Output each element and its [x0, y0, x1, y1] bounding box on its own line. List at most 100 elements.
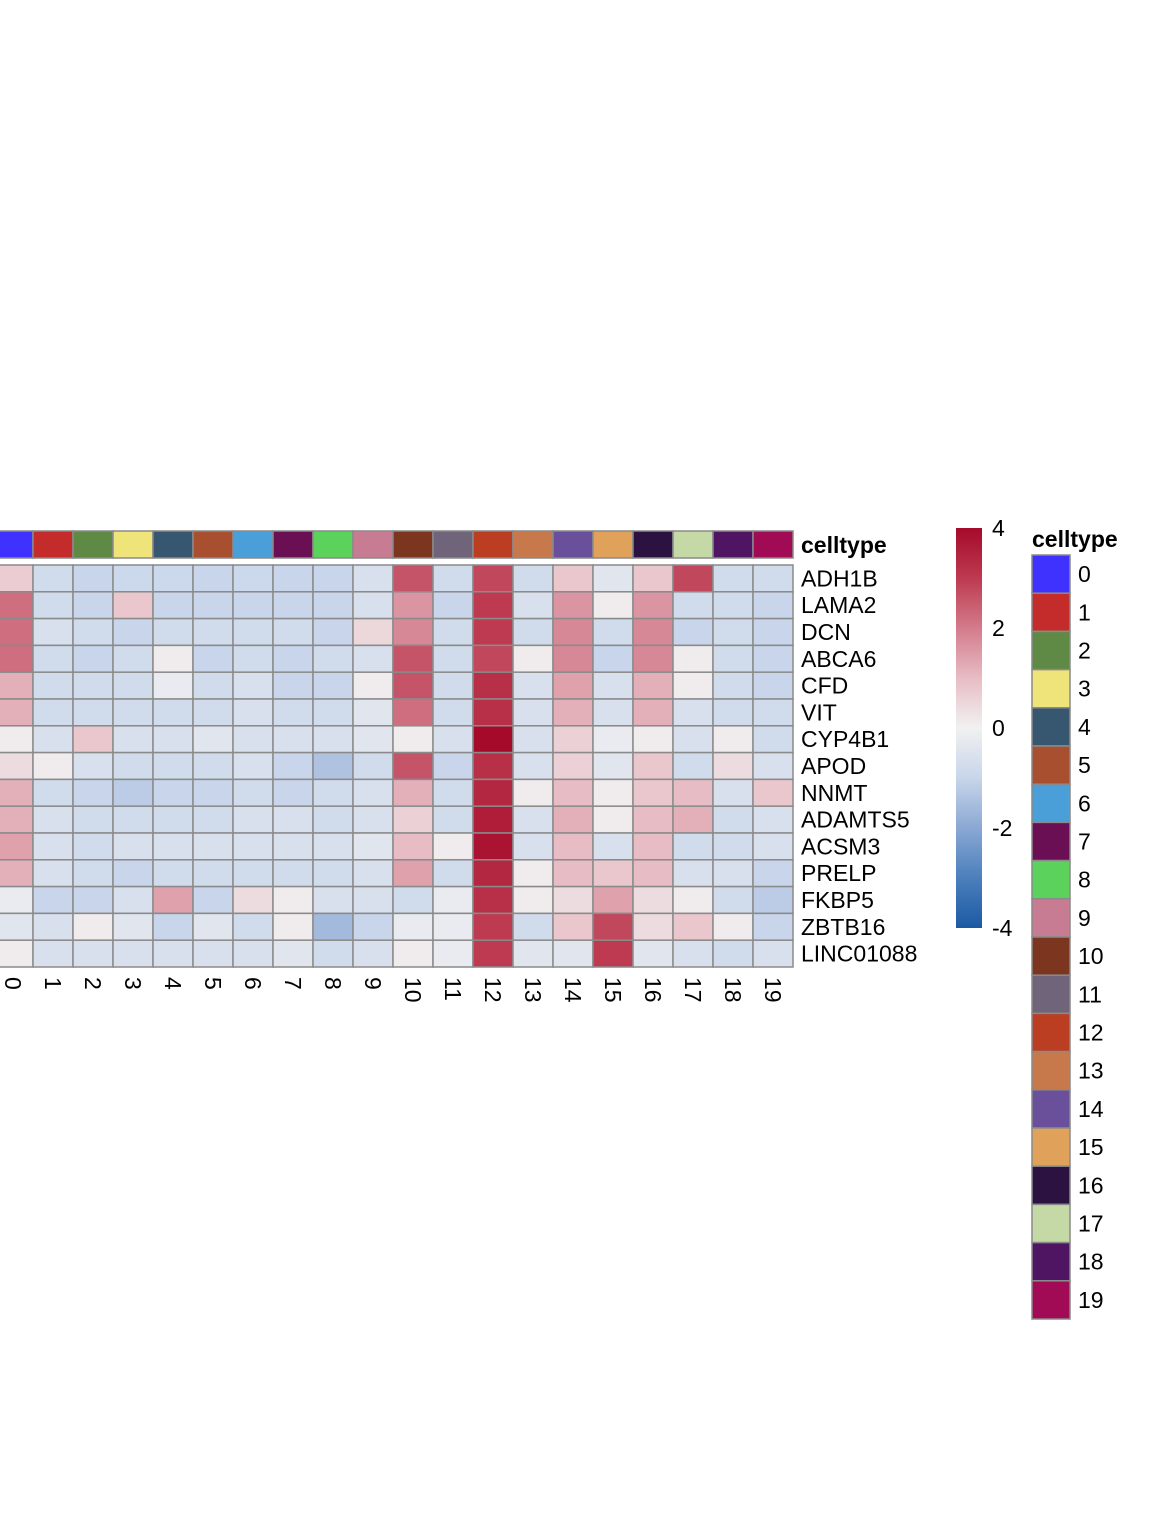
heatmap-cell [192, 671, 234, 700]
heatmap-cell [512, 671, 554, 700]
heatmap-cell [152, 751, 194, 781]
annotation-cell [672, 530, 714, 559]
heatmap-cell [432, 591, 474, 620]
annotation-cell [392, 530, 434, 559]
row-label: APOD [801, 753, 866, 779]
heatmap-cell [232, 912, 274, 941]
heatmap-cell [512, 644, 554, 673]
legend-label: 5 [1078, 752, 1091, 778]
annotation-cell [232, 530, 274, 559]
heatmap-cell [232, 698, 274, 727]
heatmap-cell [352, 751, 394, 781]
heatmap-cell [312, 885, 354, 915]
colorbar-tick-label: -2 [992, 815, 1012, 841]
heatmap-cell [0, 885, 34, 915]
heatmap-cell [512, 617, 554, 647]
heatmap-cell [512, 885, 554, 915]
annotation-cell [512, 530, 554, 559]
heatmap-cell [272, 564, 314, 593]
heatmap-cell [432, 939, 474, 968]
heatmap-cell [712, 698, 754, 727]
heatmap-cell [472, 778, 514, 807]
heatmap-cell [592, 671, 634, 700]
heatmap-cell [152, 805, 194, 834]
heatmap-cell [152, 885, 194, 915]
column-label: 11 [440, 977, 466, 1001]
heatmap-cell [592, 778, 634, 807]
heatmap-cell [712, 805, 754, 834]
heatmap-cell [192, 805, 234, 834]
row-label: PRELP [801, 860, 876, 886]
legend-label: 10 [1078, 943, 1104, 969]
heatmap-cell [192, 859, 234, 888]
legend-swatch [1031, 1203, 1071, 1244]
annotation-cell [432, 530, 474, 559]
heatmap-cell [432, 698, 474, 727]
column-label: 12 [480, 977, 506, 1003]
row-label: VIT [801, 699, 837, 725]
heatmap-cell [392, 591, 434, 620]
heatmap-cell [72, 751, 114, 781]
heatmap-cell [152, 698, 194, 727]
heatmap-cell [432, 859, 474, 888]
heatmap-cell [352, 617, 394, 647]
heatmap-cell [112, 805, 154, 834]
row-label: NNMT [801, 780, 867, 806]
heatmap-cell [72, 671, 114, 700]
legend-swatch [1031, 1012, 1071, 1053]
heatmap-cell [552, 805, 594, 834]
heatmap-cell [632, 644, 674, 673]
heatmap-cell [0, 939, 34, 968]
heatmap-cell [232, 885, 274, 915]
heatmap-cell [712, 751, 754, 781]
heatmap-cell [112, 885, 154, 915]
heatmap-cell [712, 564, 754, 593]
heatmap-cell [0, 805, 34, 834]
row-label: FKBP5 [801, 887, 874, 913]
heatmap-cell [192, 698, 234, 727]
heatmap-cell [352, 805, 394, 834]
heatmap-cell [712, 671, 754, 700]
heatmap-cell [112, 617, 154, 647]
annotation-cell [272, 530, 314, 559]
heatmap-cell [632, 912, 674, 941]
row-label: LAMA2 [801, 592, 876, 618]
heatmap-cell [752, 725, 794, 754]
heatmap-cell [552, 698, 594, 727]
heatmap-cell [0, 564, 34, 593]
heatmap-cell [632, 885, 674, 915]
heatmap-cell [552, 671, 594, 700]
heatmap-cell [72, 859, 114, 888]
heatmap-cell [432, 725, 474, 754]
heatmap-cell [192, 591, 234, 620]
heatmap-cell [752, 751, 794, 781]
heatmap-cell [352, 591, 394, 620]
heatmap-cell [272, 751, 314, 781]
annotation-cell [592, 530, 634, 559]
heatmap-cell [272, 778, 314, 807]
column-label: 19 [760, 977, 786, 1003]
heatmap-cell [392, 912, 434, 941]
legend-swatch [1031, 707, 1071, 747]
legend-label: 1 [1078, 599, 1091, 625]
row-label: ZBTB16 [801, 914, 885, 940]
heatmap-cell [752, 617, 794, 647]
heatmap-cell [352, 725, 394, 754]
heatmap-cell [392, 778, 434, 807]
heatmap-cell [32, 805, 74, 834]
heatmap-cell [432, 617, 474, 647]
heatmap-cell [592, 751, 634, 781]
heatmap-cell [72, 564, 114, 593]
heatmap-cell [592, 698, 634, 727]
heatmap-cell [632, 671, 674, 700]
heatmap-cell [352, 671, 394, 700]
legend-title: celltype [1032, 526, 1118, 552]
legend-swatch [1031, 936, 1071, 976]
row-label: ACSM3 [801, 833, 880, 859]
column-label: 6 [240, 977, 266, 990]
heatmap-cell [632, 591, 674, 620]
heatmap-cell [32, 617, 74, 647]
annotation-cell [72, 530, 114, 559]
heatmap-cell [512, 751, 554, 781]
heatmap-cell [552, 939, 594, 968]
